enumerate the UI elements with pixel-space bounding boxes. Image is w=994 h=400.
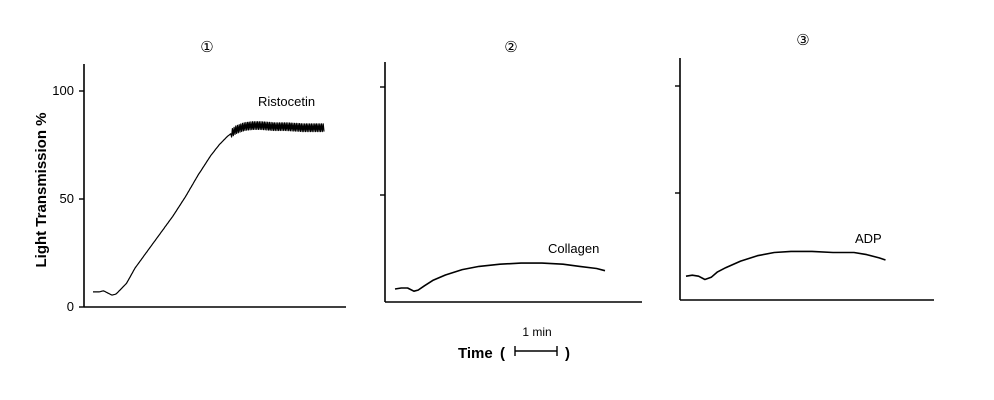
scale-bar-close-paren: ) xyxy=(565,345,570,362)
panel-2-collagen-trace xyxy=(394,262,606,292)
panel-1-ytick-label-50: 50 xyxy=(60,191,74,206)
x-axis-label: Time xyxy=(458,345,493,362)
panel-1-ristocetin-trace xyxy=(93,121,325,296)
panel-1-ytick-label-100: 100 xyxy=(52,83,74,98)
panel-1-ytick-label-0: 0 xyxy=(67,299,74,314)
panel-2-series-label: Collagen xyxy=(548,241,599,256)
scale-bar-open-paren: ( xyxy=(500,345,505,362)
panel-3-adp-trace xyxy=(685,250,886,281)
panel-3: ③ ADP xyxy=(675,32,934,301)
panel-3-number: ③ xyxy=(796,32,809,49)
y-axis-label: Light Transmission % xyxy=(33,112,50,267)
panel-1: ① 100 50 0 Light Transmission % Ristocet… xyxy=(33,39,346,314)
panel-1-number: ① xyxy=(200,39,213,56)
scale-bar-label: 1 min xyxy=(522,325,551,339)
panel-2-number: ② xyxy=(504,39,517,56)
time-scale: Time ( 1 min ) xyxy=(458,325,570,362)
panel-2: ② Collagen xyxy=(380,39,642,303)
panel-1-series-label: Ristocetin xyxy=(258,94,315,109)
panel-3-series-label: ADP xyxy=(855,231,882,246)
